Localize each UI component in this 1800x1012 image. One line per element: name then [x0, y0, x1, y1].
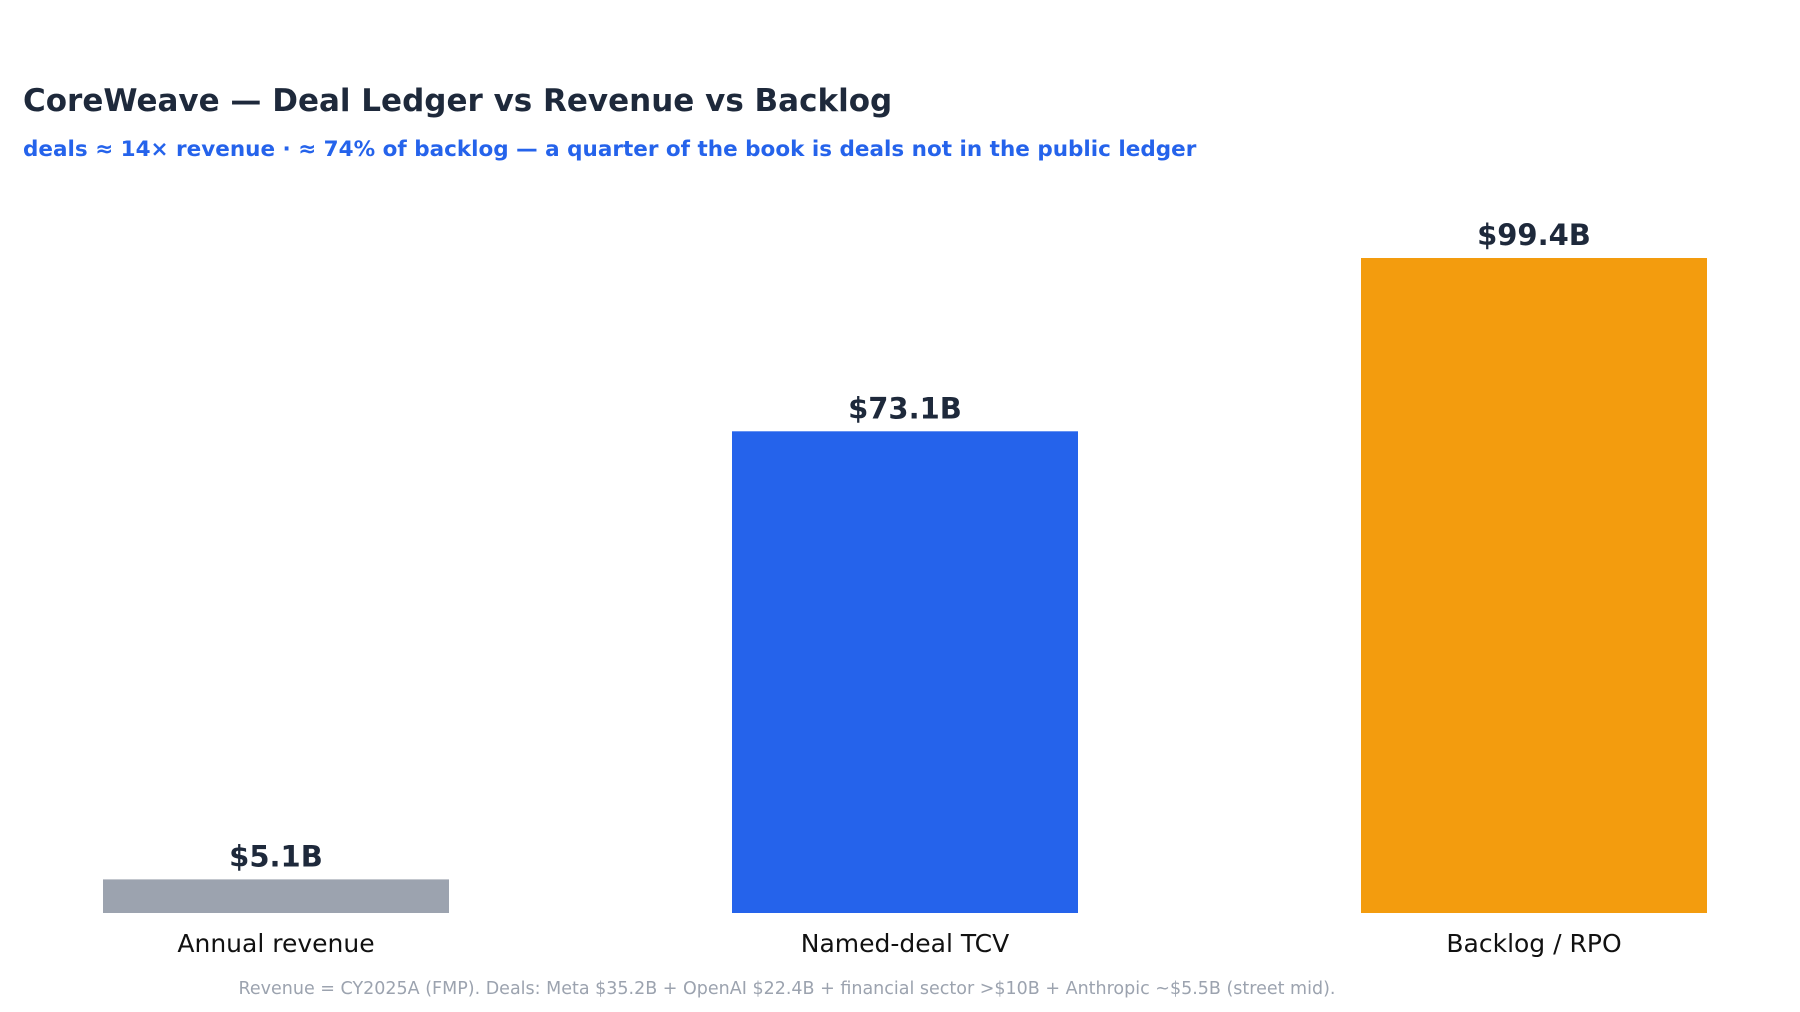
- bar-backlog-rpo: [1361, 258, 1707, 913]
- bar-value-label: $73.1B: [848, 391, 962, 425]
- category-label: Backlog / RPO: [1446, 929, 1621, 958]
- bar-value-label: $5.1B: [229, 839, 323, 873]
- plot-area: $5.1B Annual revenue $73.1B Named-deal TCV $…: [103, 218, 1707, 958]
- category-label: Annual revenue: [177, 929, 374, 958]
- bar-annual-revenue: [103, 879, 449, 913]
- bar-named-deal-tcv: [732, 431, 1078, 913]
- chart-subtitle: deals ≈ 14× revenue · ≈ 74% of backlog —…: [23, 137, 1197, 162]
- chart-footnote: Revenue = CY2025A (FMP). Deals: Meta $35…: [239, 979, 1336, 999]
- bar-value-label: $99.4B: [1477, 218, 1591, 252]
- category-label: Named-deal TCV: [801, 929, 1009, 958]
- chart-title: CoreWeave — Deal Ledger vs Revenue vs Ba…: [23, 83, 892, 119]
